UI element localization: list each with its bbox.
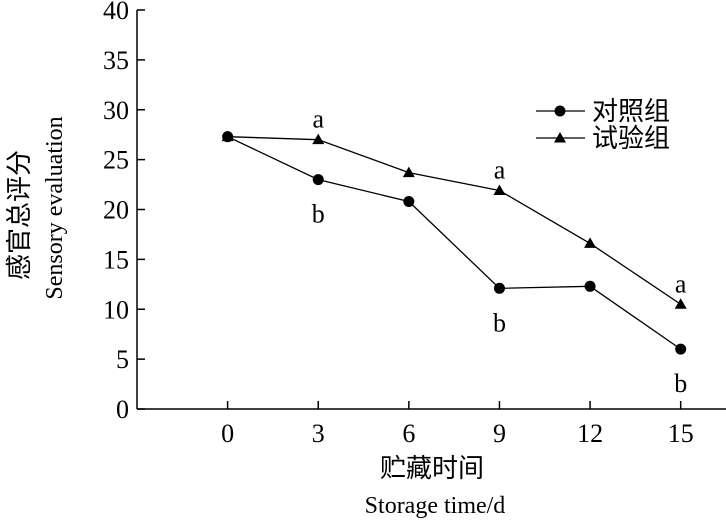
y-tick-label: 0	[116, 395, 129, 424]
data-point-circle	[403, 196, 415, 208]
annotation-label: a	[312, 105, 324, 134]
data-point-triangle	[674, 298, 687, 309]
legend-label: 试验组	[592, 124, 670, 153]
annotation-layer: a b a b a b	[312, 105, 687, 398]
x-tick-label: 12	[577, 419, 603, 448]
x-tick-label: 15	[668, 419, 694, 448]
y-tick-label: 20	[103, 196, 129, 225]
axes: 0 5 10 15 20 25 30 35 40 0 3 6 9 12 15	[103, 0, 726, 448]
x-tick-label: 6	[402, 419, 415, 448]
data-point-triangle	[312, 133, 325, 145]
y-tick-label: 25	[103, 146, 129, 175]
annotation-label: b	[674, 369, 687, 398]
y-tick-label: 10	[103, 295, 129, 324]
annotation-label: a	[494, 156, 506, 185]
series-line-1	[227, 136, 682, 350]
legend-marker-triangle	[554, 132, 566, 143]
annotation-label: b	[493, 308, 506, 337]
y-axis-label: 感官总评分	[5, 150, 34, 280]
series-line-2	[227, 136, 682, 305]
data-point-triangle	[402, 166, 415, 178]
data-point-circle	[493, 282, 505, 294]
data-point-triangle	[493, 184, 506, 196]
annotation-label: b	[312, 200, 325, 229]
data-point-circle	[312, 174, 324, 186]
legend-marker-circle	[554, 105, 566, 117]
annotation-label: a	[675, 269, 687, 298]
y-tick-label: 15	[103, 245, 129, 274]
y-tick-label: 40	[103, 0, 129, 25]
x-axis-label-en: Storage time/d	[365, 493, 506, 519]
series-layer	[221, 130, 687, 355]
data-point-circle	[584, 280, 596, 292]
data-point-circle	[675, 343, 687, 355]
x-tick-label: 3	[312, 419, 325, 448]
y-tick-label: 5	[116, 345, 129, 374]
y-tick-label: 30	[103, 96, 129, 125]
data-point-triangle	[584, 237, 597, 248]
y-tick-label: 35	[103, 46, 129, 75]
x-tick-label: 9	[493, 419, 506, 448]
legend-label: 对照组	[592, 97, 670, 126]
x-tick-label: 0	[221, 419, 234, 448]
data-point-triangle	[221, 130, 234, 142]
x-axis-label: 贮藏时间	[380, 454, 484, 483]
y-axis-label-en: Sensory evaluation	[42, 116, 68, 299]
